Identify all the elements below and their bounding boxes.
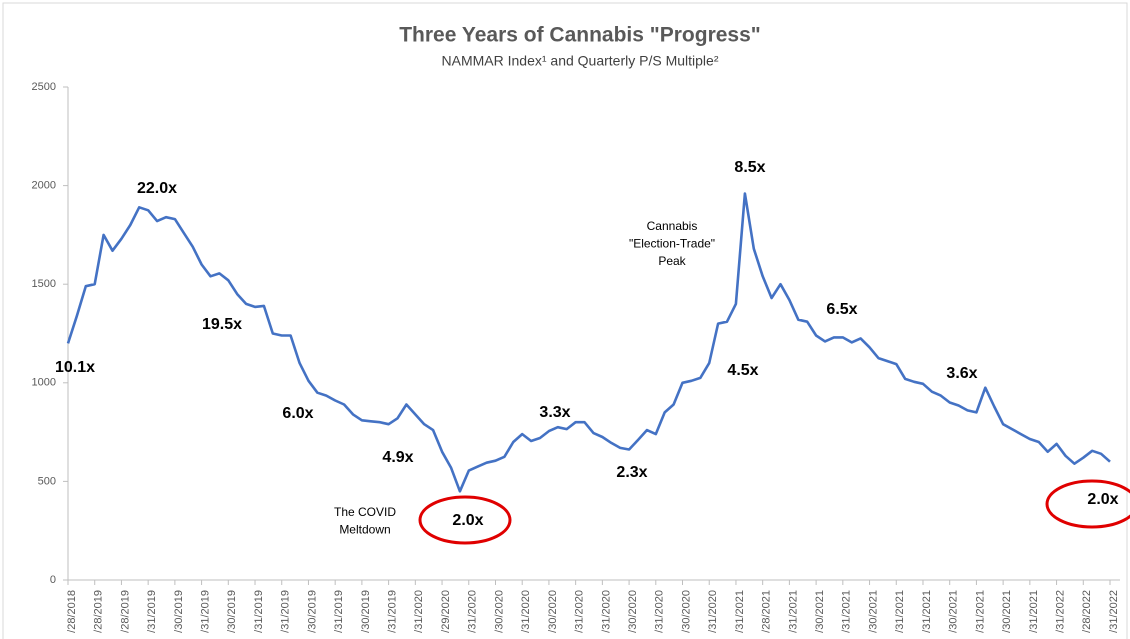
y-tick-label: 2500 bbox=[32, 81, 56, 93]
chart-subtitle: NAMMAR Index¹ and Quarterly P/S Multiple… bbox=[442, 53, 719, 69]
annotation: 6.0x bbox=[282, 405, 313, 422]
highlight-circle bbox=[418, 495, 512, 545]
x-tick-label: /31/2021 bbox=[921, 590, 933, 633]
x-tick-label: /30/2019 bbox=[360, 590, 372, 633]
x-tick-label: /31/2022 bbox=[1054, 590, 1066, 633]
annotation: 2.3x bbox=[616, 464, 647, 481]
x-tick-label: /29/2020 bbox=[440, 590, 452, 633]
y-tick-label: 500 bbox=[38, 475, 56, 487]
annotation: Meltdown bbox=[339, 523, 390, 537]
x-tick-label: /31/2021 bbox=[734, 590, 746, 633]
x-tick-label: /30/2020 bbox=[493, 590, 505, 633]
x-tick-label: /31/2021 bbox=[1028, 590, 1040, 633]
annotation: The COVID bbox=[334, 505, 396, 519]
data-line bbox=[66, 192, 1111, 493]
annotation: 4.9x bbox=[382, 449, 413, 466]
x-tick-label: /30/2021 bbox=[867, 590, 879, 633]
annotation: 3.3x bbox=[539, 404, 570, 421]
x-tick-label: /30/2020 bbox=[547, 590, 559, 633]
x-tick-label: /28/2018 bbox=[66, 590, 78, 633]
x-tick-label: /31/2019 bbox=[280, 590, 292, 633]
x-tick-label: /31/2021 bbox=[894, 590, 906, 633]
y-tick-label: 1000 bbox=[32, 377, 56, 389]
annotation: 6.5x bbox=[826, 301, 857, 318]
annotation: 22.0x bbox=[137, 180, 177, 197]
x-tick-label: /30/2019 bbox=[173, 590, 185, 633]
x-tick-label: /31/2021 bbox=[974, 590, 986, 633]
x-tick-label: /28/2022 bbox=[1081, 590, 1093, 633]
x-tick-label: /30/2021 bbox=[814, 590, 826, 633]
x-tick-label: /30/2019 bbox=[226, 590, 238, 633]
x-tick-label: /31/2019 bbox=[253, 590, 265, 633]
annotation: 2.0x bbox=[452, 512, 483, 529]
x-tick-label: /30/2020 bbox=[680, 590, 692, 633]
x-tick-label: /30/2020 bbox=[627, 590, 639, 633]
annotation: 19.5x bbox=[202, 316, 242, 333]
x-tick-label: /31/2021 bbox=[841, 590, 853, 633]
x-tick-label: /31/2020 bbox=[600, 590, 612, 633]
x-tick-label: /28/2021 bbox=[761, 590, 773, 633]
x-tick-label: /28/2019 bbox=[119, 590, 131, 633]
x-tick-label: /30/2021 bbox=[1001, 590, 1013, 633]
x-tick-label: /31/2019 bbox=[146, 590, 158, 633]
x-tick-label: /31/2019 bbox=[199, 590, 211, 633]
chart-title: Three Years of Cannabis "Progress" bbox=[399, 24, 761, 47]
x-tick-label: /31/2021 bbox=[787, 590, 799, 633]
x-tick-label: /30/2019 bbox=[306, 590, 318, 633]
x-tick-label: /31/2020 bbox=[467, 590, 479, 633]
annotation: 2.0x bbox=[1087, 491, 1118, 508]
annotation: 4.5x bbox=[727, 362, 758, 379]
x-tick-label: /28/2019 bbox=[93, 590, 105, 633]
annotation: 8.5x bbox=[734, 159, 765, 176]
annotation: Cannabis bbox=[647, 219, 698, 233]
annotation: 10.1x bbox=[55, 359, 95, 376]
x-tick-label: /31/2019 bbox=[387, 590, 399, 633]
x-tick-label: /30/2021 bbox=[948, 590, 960, 633]
x-tick-label: /31/2022 bbox=[1108, 590, 1120, 633]
annotation: "Election-Trade" bbox=[629, 237, 715, 251]
x-tick-label: /31/2019 bbox=[333, 590, 345, 633]
annotation: Peak bbox=[658, 254, 686, 268]
x-tick-label: /31/2020 bbox=[413, 590, 425, 633]
x-tick-label: /31/2020 bbox=[707, 590, 719, 633]
annotation: 3.6x bbox=[946, 365, 977, 382]
x-tick-label: /31/2020 bbox=[520, 590, 532, 633]
y-tick-label: 1500 bbox=[32, 278, 56, 290]
y-tick-label: 2000 bbox=[32, 180, 56, 192]
highlight-circle bbox=[1045, 479, 1130, 529]
x-tick-label: /31/2020 bbox=[574, 590, 586, 633]
x-tick-label: /31/2020 bbox=[654, 590, 666, 633]
y-tick-label: 0 bbox=[50, 574, 56, 586]
